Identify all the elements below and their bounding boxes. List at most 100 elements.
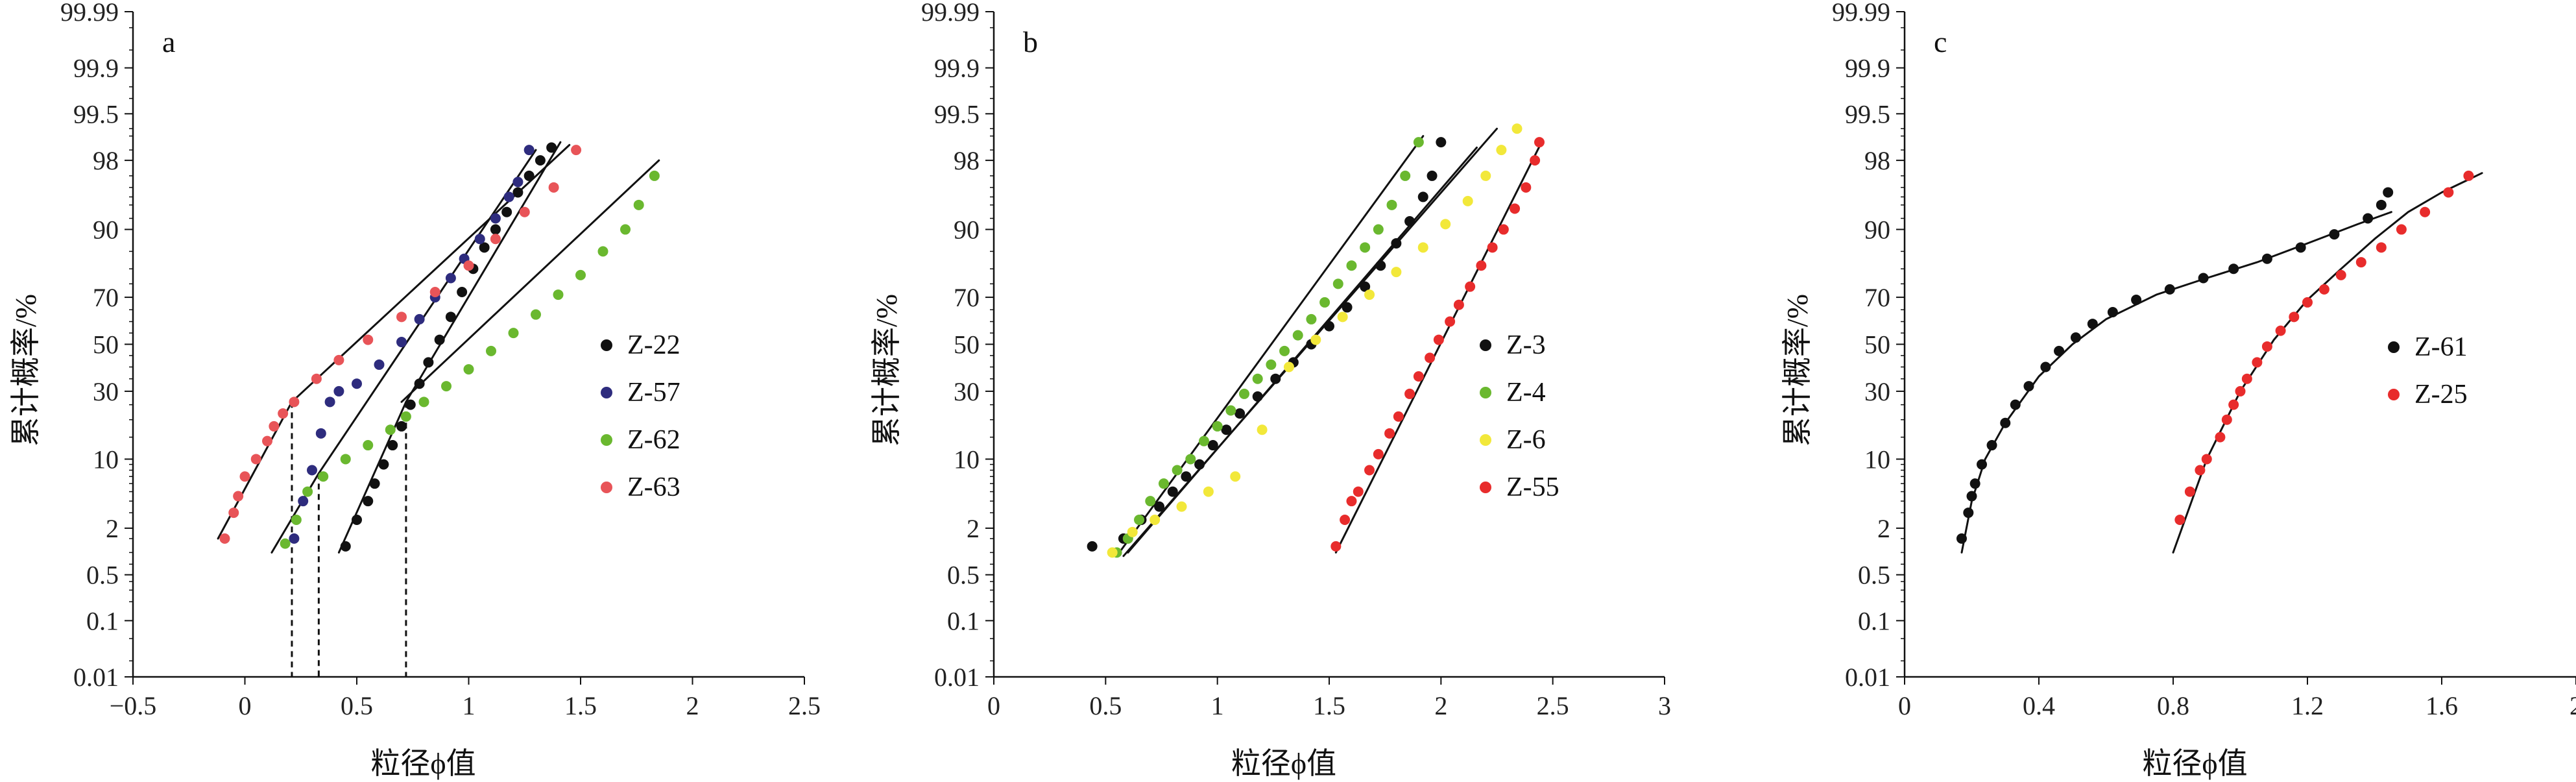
x-tick-label: 2 (1434, 691, 1447, 720)
data-point (2195, 465, 2206, 476)
x-tick-label: 0.5 (1089, 691, 1122, 720)
data-point (363, 440, 374, 451)
data-point (1453, 299, 1464, 310)
legend-label: Z-62 (627, 425, 680, 455)
data-point (445, 312, 456, 323)
data-point (1234, 408, 1246, 419)
data-point (250, 454, 261, 465)
data-point (1480, 170, 1491, 181)
data-point (396, 312, 407, 323)
data-point (2318, 284, 2329, 295)
legend-marker (601, 339, 612, 351)
fit-line (317, 149, 537, 474)
data-point (1257, 424, 1268, 435)
data-point (1436, 137, 1447, 148)
data-point (1212, 421, 1223, 432)
legend-label: Z-4 (1506, 378, 1546, 408)
y-tick-label: 90 (1864, 215, 1890, 245)
data-point (2215, 432, 2226, 443)
y-tick-label: 90 (93, 215, 119, 245)
y-tick-label: 30 (1864, 377, 1890, 406)
data-point (387, 440, 398, 451)
data-point (1194, 459, 1205, 470)
data-point (463, 260, 474, 271)
data-point (512, 177, 524, 188)
data-point (1510, 203, 1521, 214)
data-point (233, 491, 244, 502)
data-point (1292, 330, 1303, 341)
fit-line (217, 400, 293, 540)
data-point (524, 145, 535, 156)
data-point (2376, 199, 2387, 210)
data-point (2396, 224, 2407, 235)
y-tick-label: 0.01 (934, 663, 980, 692)
data-point (1417, 191, 1428, 202)
data-point (363, 496, 374, 507)
data-point (1417, 242, 1428, 253)
data-point (1107, 547, 1118, 558)
data-point (1252, 373, 1263, 384)
data-point (1440, 219, 1451, 230)
data-point (2201, 454, 2212, 465)
data-point (1391, 238, 1402, 249)
series-z-4 (1111, 137, 1424, 558)
data-point (1373, 448, 1384, 459)
data-point (418, 397, 429, 408)
y-tick-label: 99.9 (1845, 54, 1890, 83)
data-point (457, 287, 468, 298)
data-point (1426, 170, 1438, 181)
data-point (553, 289, 564, 300)
data-point (315, 428, 326, 439)
y-tick-label: 70 (93, 283, 119, 312)
x-tick-label: 1 (463, 691, 475, 720)
y-tick-label: 98 (1864, 146, 1890, 175)
y-tick-label: 99.99 (921, 0, 980, 27)
data-point (1391, 267, 1402, 278)
data-point (2289, 312, 2300, 323)
x-tick-label: 0.5 (341, 691, 373, 720)
data-point (1239, 388, 1250, 399)
y-tick-label: 30 (954, 377, 980, 406)
y-tick-label: 50 (1864, 330, 1890, 360)
data-point (1969, 478, 1980, 489)
data-point (1977, 459, 1988, 470)
data-point (1176, 501, 1187, 512)
data-point (1185, 454, 1196, 465)
fit-line (1960, 211, 2392, 554)
data-point (571, 145, 582, 156)
y-tick-label: 10 (93, 445, 119, 474)
data-point (405, 399, 416, 410)
data-point (1373, 224, 1384, 235)
data-point (1364, 289, 1375, 300)
data-point (1433, 334, 1444, 345)
data-point (479, 242, 490, 253)
y-tick-label: 0.5 (947, 561, 980, 590)
fit-line (1334, 141, 1543, 554)
data-point (423, 357, 434, 368)
data-point (1332, 278, 1343, 289)
data-point (1087, 541, 1098, 552)
data-point (385, 424, 396, 435)
data-point (1203, 486, 1214, 497)
data-point (2241, 373, 2252, 384)
data-point (1986, 440, 1997, 451)
data-point (2010, 399, 2021, 410)
legend-label: Z-55 (1506, 472, 1559, 502)
data-point (2302, 297, 2313, 308)
series-z-22 (340, 142, 557, 552)
data-point (524, 170, 535, 181)
data-point (490, 234, 501, 245)
fit-line (271, 472, 320, 554)
data-point (2376, 242, 2387, 253)
y-tick-label: 98 (93, 146, 119, 175)
data-point (486, 345, 496, 356)
data-point (2275, 325, 2286, 336)
data-point (1386, 199, 1397, 210)
data-point (1342, 302, 1353, 313)
data-point (1511, 123, 1523, 134)
data-point (1496, 145, 1507, 156)
data-point (1487, 242, 1498, 253)
y-tick-label: 50 (954, 330, 980, 360)
data-point (2383, 187, 2394, 198)
legend-label: Z-22 (627, 330, 680, 360)
